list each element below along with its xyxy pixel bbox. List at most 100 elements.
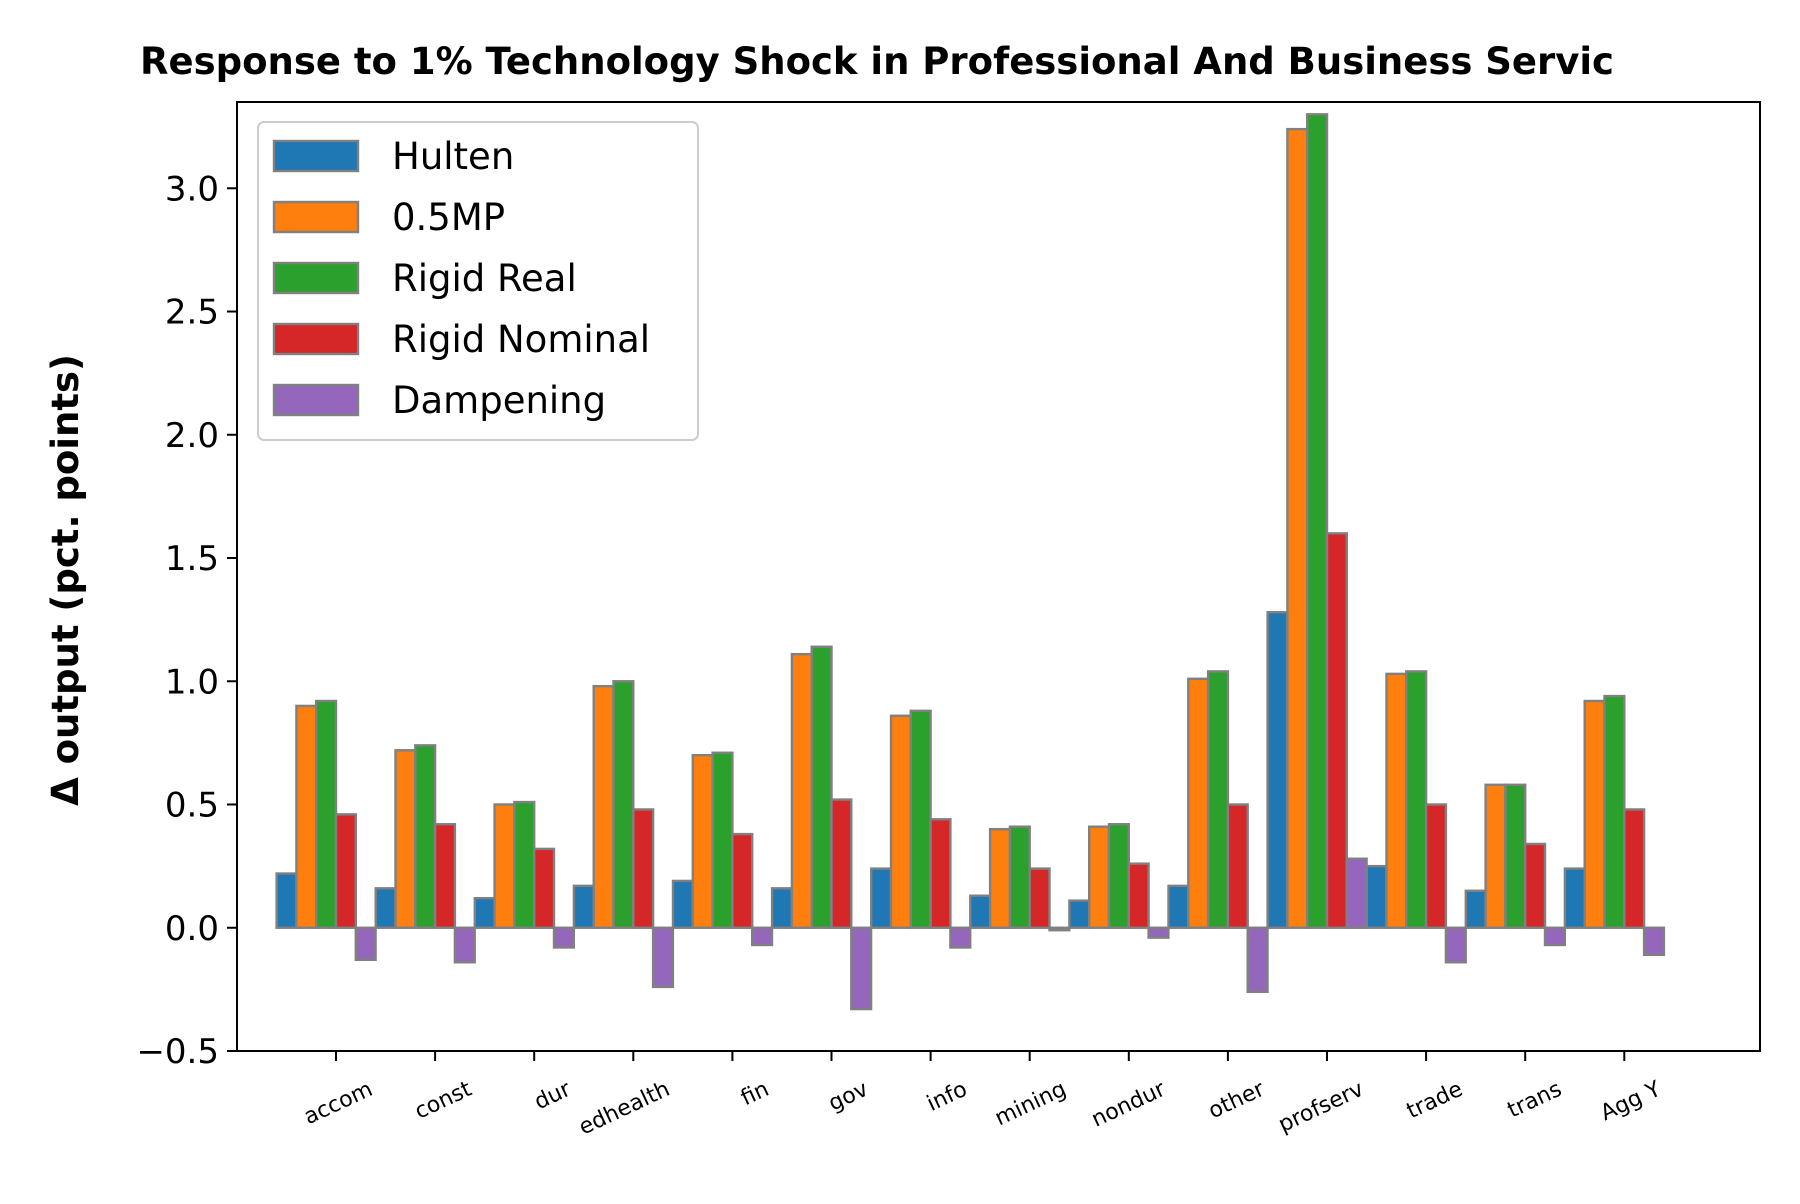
bar-0-5mp-accom: [295, 704, 318, 929]
bar-dampening-mining: [1048, 926, 1071, 932]
bar-rigid-real-info: [909, 709, 932, 929]
bar-rigid-nominal-agg-y: [1623, 808, 1646, 929]
chart-title: Response to 1% Technology Shock in Profe…: [140, 40, 1614, 83]
legend: Hulten 0.5MP Rigid Real Rigid Nominal Dampen…: [257, 121, 699, 441]
bar-rigid-nominal-mining: [1028, 867, 1051, 929]
bar-dampening-fin: [751, 926, 774, 947]
y-tick-label: 0.5: [165, 786, 219, 826]
bar-hulten-profserv: [1266, 611, 1289, 929]
bar-rigid-nominal-accom: [334, 813, 357, 929]
bar-rigid-real-edhealth: [612, 680, 635, 929]
bar-hulten-mining: [969, 894, 992, 929]
bar-rigid-real-gov: [810, 645, 833, 929]
bar-rigid-real-nondur: [1107, 823, 1130, 929]
bar-0-5mp-trans: [1484, 783, 1507, 929]
bar-rigid-nominal-profserv: [1325, 532, 1348, 929]
legend-swatch: [272, 139, 360, 173]
bar-rigid-nominal-other: [1226, 803, 1249, 929]
bar-hulten-agg-y: [1563, 867, 1586, 929]
y-tick-label: −0.5: [136, 1032, 219, 1072]
bar-hulten-fin: [671, 879, 694, 929]
bar-rigid-nominal-nondur: [1127, 862, 1150, 929]
bar-dampening-nondur: [1147, 926, 1170, 939]
y-tick-label: 2.0: [165, 416, 219, 456]
bar-dampening-gov: [850, 926, 873, 1011]
bar-rigid-nominal-fin: [731, 832, 754, 929]
bar-dampening-agg-y: [1642, 926, 1666, 957]
bar-rigid-nominal-dur: [533, 847, 556, 929]
x-tick-label: info: [923, 1077, 971, 1117]
bar-0-5mp-nondur: [1087, 825, 1111, 929]
bar-rigid-real-trans: [1504, 783, 1527, 929]
bar-rigid-nominal-info: [929, 818, 952, 929]
legend-swatch: [272, 383, 360, 417]
bar-0-5mp-info: [889, 714, 912, 929]
bar-hulten-nondur: [1068, 899, 1091, 929]
legend-swatch: [272, 200, 360, 234]
y-tick-label: 3.0: [165, 169, 219, 209]
bar-rigid-nominal-trans: [1523, 842, 1547, 929]
legend-label: Rigid Nominal: [392, 318, 650, 361]
y-tick-label: 2.5: [165, 293, 219, 333]
x-tick-label: other: [1205, 1076, 1270, 1124]
bar-dampening-const: [453, 926, 476, 964]
x-tick-label: edhealth: [575, 1077, 674, 1141]
bar-0-5mp-profserv: [1286, 127, 1309, 929]
bar-hulten-gov: [770, 887, 794, 929]
x-tick-label: profserv: [1275, 1077, 1368, 1138]
bar-hulten-info: [870, 867, 893, 929]
bar-rigid-real-const: [414, 744, 437, 929]
plot-area: −0.5 0.0 0.5 1.0 1.5 2.0 2.5 3.0 accom const dur ed…: [136, 101, 1761, 1141]
bar-rigid-real-trade: [1405, 670, 1428, 929]
bar-hulten-other: [1167, 884, 1190, 929]
bar-rigid-real-mining: [1008, 825, 1031, 929]
plot-frame: [236, 101, 1761, 1052]
bar-rigid-real-dur: [513, 800, 536, 929]
legend-label: 0.5MP: [392, 196, 505, 239]
bar-rigid-nominal-edhealth: [632, 808, 655, 929]
y-tick-label: 1.0: [165, 662, 219, 702]
bar-dampening-trans: [1543, 926, 1566, 947]
bar-0-5mp-gov: [790, 652, 813, 929]
bar-hulten-trans: [1464, 889, 1487, 929]
bar-rigid-nominal-trade: [1424, 803, 1448, 929]
y-axis-label: Δ output (pct. points): [44, 354, 87, 806]
x-tick-label: fin: [737, 1077, 773, 1111]
y-tick-label: 1.5: [165, 539, 219, 579]
bar-hulten-const: [374, 887, 397, 929]
bar-dampening-edhealth: [651, 926, 675, 989]
bar-0-5mp-trade: [1385, 672, 1408, 929]
x-tick-label: mining: [991, 1077, 1070, 1132]
legend-box: [257, 121, 699, 441]
bar-hulten-edhealth: [572, 884, 595, 929]
x-tick-label: accom: [300, 1077, 376, 1130]
bar-hulten-trade: [1365, 864, 1388, 929]
x-tick-label: nondur: [1088, 1076, 1170, 1132]
bar-dampening-other: [1246, 926, 1269, 994]
bar-dampening-dur: [552, 926, 575, 949]
x-tick-label: trade: [1403, 1077, 1467, 1124]
legend-swatch: [272, 261, 360, 295]
bar-hulten-accom: [275, 872, 298, 929]
bar-rigid-real-fin: [711, 751, 734, 929]
x-tick-label: const: [411, 1077, 476, 1125]
bar-rigid-nominal-gov: [830, 798, 853, 929]
bar-dampening-info: [949, 926, 972, 949]
bar-rigid-nominal-const: [433, 823, 457, 929]
bar-dampening-accom: [354, 926, 377, 961]
bar-dampening-trade: [1444, 926, 1467, 964]
legend-swatch: [272, 322, 360, 356]
bar-0-5mp-mining: [988, 827, 1012, 929]
bar-rigid-real-profserv: [1305, 113, 1329, 929]
bar-rigid-real-accom: [315, 699, 338, 929]
bar-0-5mp-const: [394, 749, 417, 929]
bar-rigid-real-other: [1206, 670, 1230, 929]
x-tick-label: trans: [1504, 1077, 1566, 1124]
x-tick-label: gov: [825, 1077, 872, 1117]
bar-0-5mp-agg-y: [1583, 699, 1606, 929]
bar-hulten-dur: [473, 896, 496, 929]
bar-dampening-profserv: [1345, 857, 1368, 929]
bar-rigid-real-agg-y: [1603, 694, 1626, 929]
